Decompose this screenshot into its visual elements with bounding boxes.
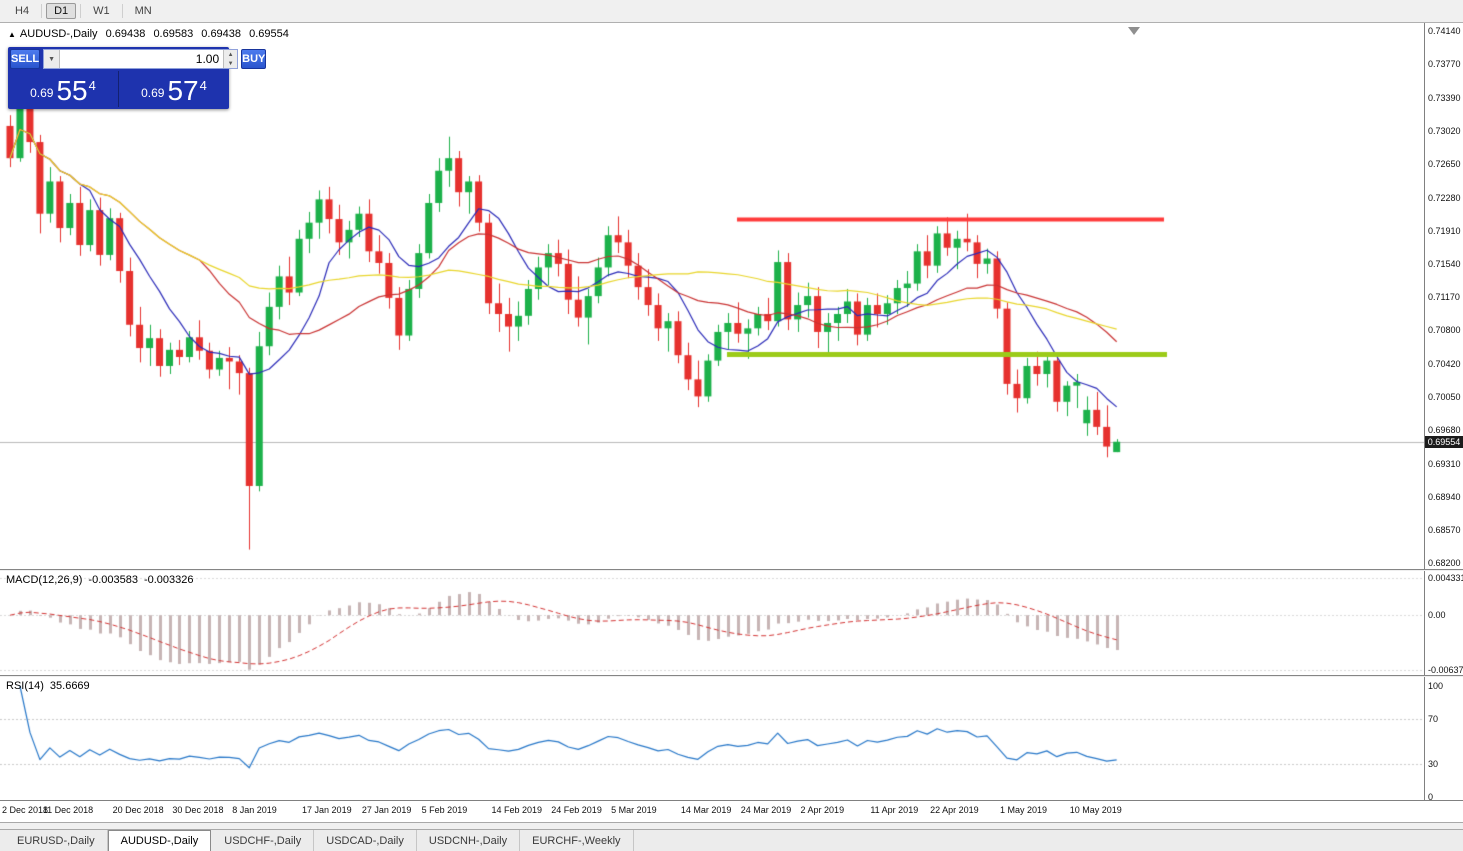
timeframe-button-mn[interactable]: MN (134, 5, 152, 17)
chart-tab-audusd[interactable]: AUDUSD-,Daily (107, 830, 212, 851)
price-axis-label: 0.70800 (1428, 325, 1461, 336)
date-axis-label: 1 May 2019 (999, 805, 1047, 815)
price-axis-label: 0.69680 (1428, 425, 1461, 436)
status-strip (0, 822, 1463, 829)
date-axis-label: 30 Dec 2018 (172, 805, 224, 815)
chart-tab-eurchf[interactable]: EURCHF-,Weekly (520, 830, 634, 851)
timeframe-toolbar: H4 D1 W1 MN (0, 0, 1463, 23)
price-axis-label: 0.72650 (1428, 159, 1461, 170)
date-axis-label: 2 Apr 2019 (800, 805, 845, 815)
macd-signal-value: -0.003326 (143, 574, 194, 586)
ohlc-low: 0.69438 (201, 28, 242, 40)
rsi-indicator-label: RSI(14) 35.6669 (6, 680, 96, 692)
pane-separator-rsi[interactable] (0, 675, 1463, 677)
date-axis-label: 24 Mar 2019 (740, 805, 792, 815)
buy-button[interactable]: BUY (241, 49, 267, 69)
price-axis-label: 0.74140 (1428, 26, 1461, 36)
price-axis-label: 0.73770 (1428, 59, 1461, 70)
chart-shift-marker-icon[interactable] (1128, 27, 1140, 35)
chart-ohlc-header: ▲ AUDUSD-,Daily 0.69438 0.69583 0.69438 0… (8, 28, 289, 40)
toolbar-separator (80, 4, 82, 18)
date-axis-label: 27 Jan 2019 (361, 805, 412, 815)
price-axis-label: 0.73020 (1428, 126, 1461, 137)
rsi-value: 35.6669 (49, 680, 90, 692)
date-axis-label: 5 Mar 2019 (611, 805, 657, 815)
date-axis-label: 14 Mar 2019 (680, 805, 732, 815)
sell-button[interactable]: SELL (10, 49, 41, 69)
sell-price-big: 55 (56, 75, 88, 107)
rsi-axis-label: 30 (1428, 758, 1439, 769)
ohlc-high: 0.69583 (153, 28, 194, 40)
date-axis-label: 10 May 2019 (1069, 805, 1122, 815)
date-axis-label: 8 Jan 2019 (232, 805, 277, 815)
sell-price-sup: 4 (88, 78, 96, 93)
price-axis-label: 0.73390 (1428, 93, 1461, 104)
date-axis-label: 14 Feb 2019 (491, 805, 543, 815)
macd-indicator-label: MACD(12,26,9) -0.003583 -0.003326 (6, 574, 200, 586)
current-price-badge: 0.69554 (1425, 435, 1463, 448)
buy-price-big: 57 (167, 75, 199, 107)
buy-price-small: 0.69 (141, 86, 165, 100)
price-axis-label: 0.69310 (1428, 458, 1461, 469)
chart-tab-usdcad[interactable]: USDCAD-,Daily (314, 830, 417, 851)
time-axis[interactable] (0, 800, 1463, 822)
toolbar-separator (41, 4, 43, 18)
timeframe-button-h4[interactable]: H4 (15, 5, 30, 17)
one-click-trading-panel: SELL ▼ ▲ ▼ BUY 0.69 55 4 0.69 57 4 (8, 47, 267, 109)
volume-spin-up-icon[interactable]: ▲ (224, 50, 238, 59)
rsi-axis-label: 100 (1428, 681, 1444, 691)
buy-price-display: 0.69 57 4 (119, 71, 229, 107)
macd-name: MACD(12,26,9) (6, 574, 83, 586)
date-axis-label: 11 Dec 2018 (42, 805, 94, 815)
chart-tab-usdchf[interactable]: USDCHF-,Daily (212, 830, 315, 851)
buy-price-sup: 4 (199, 78, 207, 93)
date-axis-label: 11 Apr 2019 (870, 805, 919, 815)
price-axis-label: 0.68940 (1428, 491, 1461, 502)
date-axis-label: 22 Apr 2019 (930, 805, 979, 815)
volume-input[interactable] (60, 50, 224, 68)
timeframe-button-w1[interactable]: W1 (93, 5, 110, 17)
price-axis-label: 0.70050 (1428, 392, 1461, 403)
date-axis-label: 20 Dec 2018 (112, 805, 164, 815)
price-axis-label: 0.68570 (1428, 524, 1461, 535)
sell-price-small: 0.69 (30, 86, 54, 100)
price-axis-label: 0.70420 (1428, 359, 1461, 370)
macd-axis-label: 0.00 (1428, 610, 1446, 621)
volume-spin-down-icon[interactable]: ▼ (224, 59, 238, 68)
sell-price-display: 0.69 55 4 (8, 71, 119, 107)
date-axis-label: 24 Feb 2019 (551, 805, 602, 815)
date-axis-label: 2 Dec 2018 (2, 805, 49, 815)
ohlc-close: 0.69554 (249, 28, 289, 40)
rsi-axis-label: 70 (1428, 714, 1439, 725)
rsi-axis-label: 0 (1428, 792, 1434, 802)
toolbar-separator (121, 4, 123, 18)
chart-tab-bar: EURUSD-,Daily AUDUSD-,Daily USDCHF-,Daily U… (0, 829, 1463, 851)
macd-axis-label: -0.006373 (1428, 665, 1463, 675)
pane-separator-macd[interactable] (0, 569, 1463, 571)
date-axis-label: 17 Jan 2019 (302, 805, 352, 815)
price-axis-label: 0.72280 (1428, 192, 1461, 203)
timeframe-button-d1[interactable]: D1 (46, 3, 77, 19)
macd-axis-label: 0.004331 (1428, 573, 1463, 583)
rsi-name: RSI(14) (6, 680, 44, 692)
price-axis[interactable] (1424, 23, 1463, 800)
chart-symbol-title: AUDUSD-,Daily (19, 28, 98, 40)
chart-tab-eurusd[interactable]: EURUSD-,Daily (5, 830, 108, 851)
chart-canvas[interactable] (0, 0, 1424, 800)
date-axis-label: 5 Feb 2019 (421, 805, 468, 815)
volume-dropdown-icon[interactable]: ▼ (44, 50, 61, 68)
ohlc-open: 0.69438 (105, 28, 146, 40)
price-axis-label: 0.71170 (1428, 292, 1460, 302)
chart-tab-usdcnh[interactable]: USDCNH-,Daily (417, 830, 521, 851)
price-axis-label: 0.71540 (1428, 258, 1461, 269)
collapse-panel-icon[interactable]: ▲ (8, 30, 16, 39)
macd-value: -0.003583 (88, 574, 138, 586)
price-axis-label: 0.68200 (1428, 558, 1461, 568)
volume-control: ▼ ▲ ▼ (43, 49, 239, 69)
price-axis-label: 0.71910 (1428, 225, 1461, 236)
